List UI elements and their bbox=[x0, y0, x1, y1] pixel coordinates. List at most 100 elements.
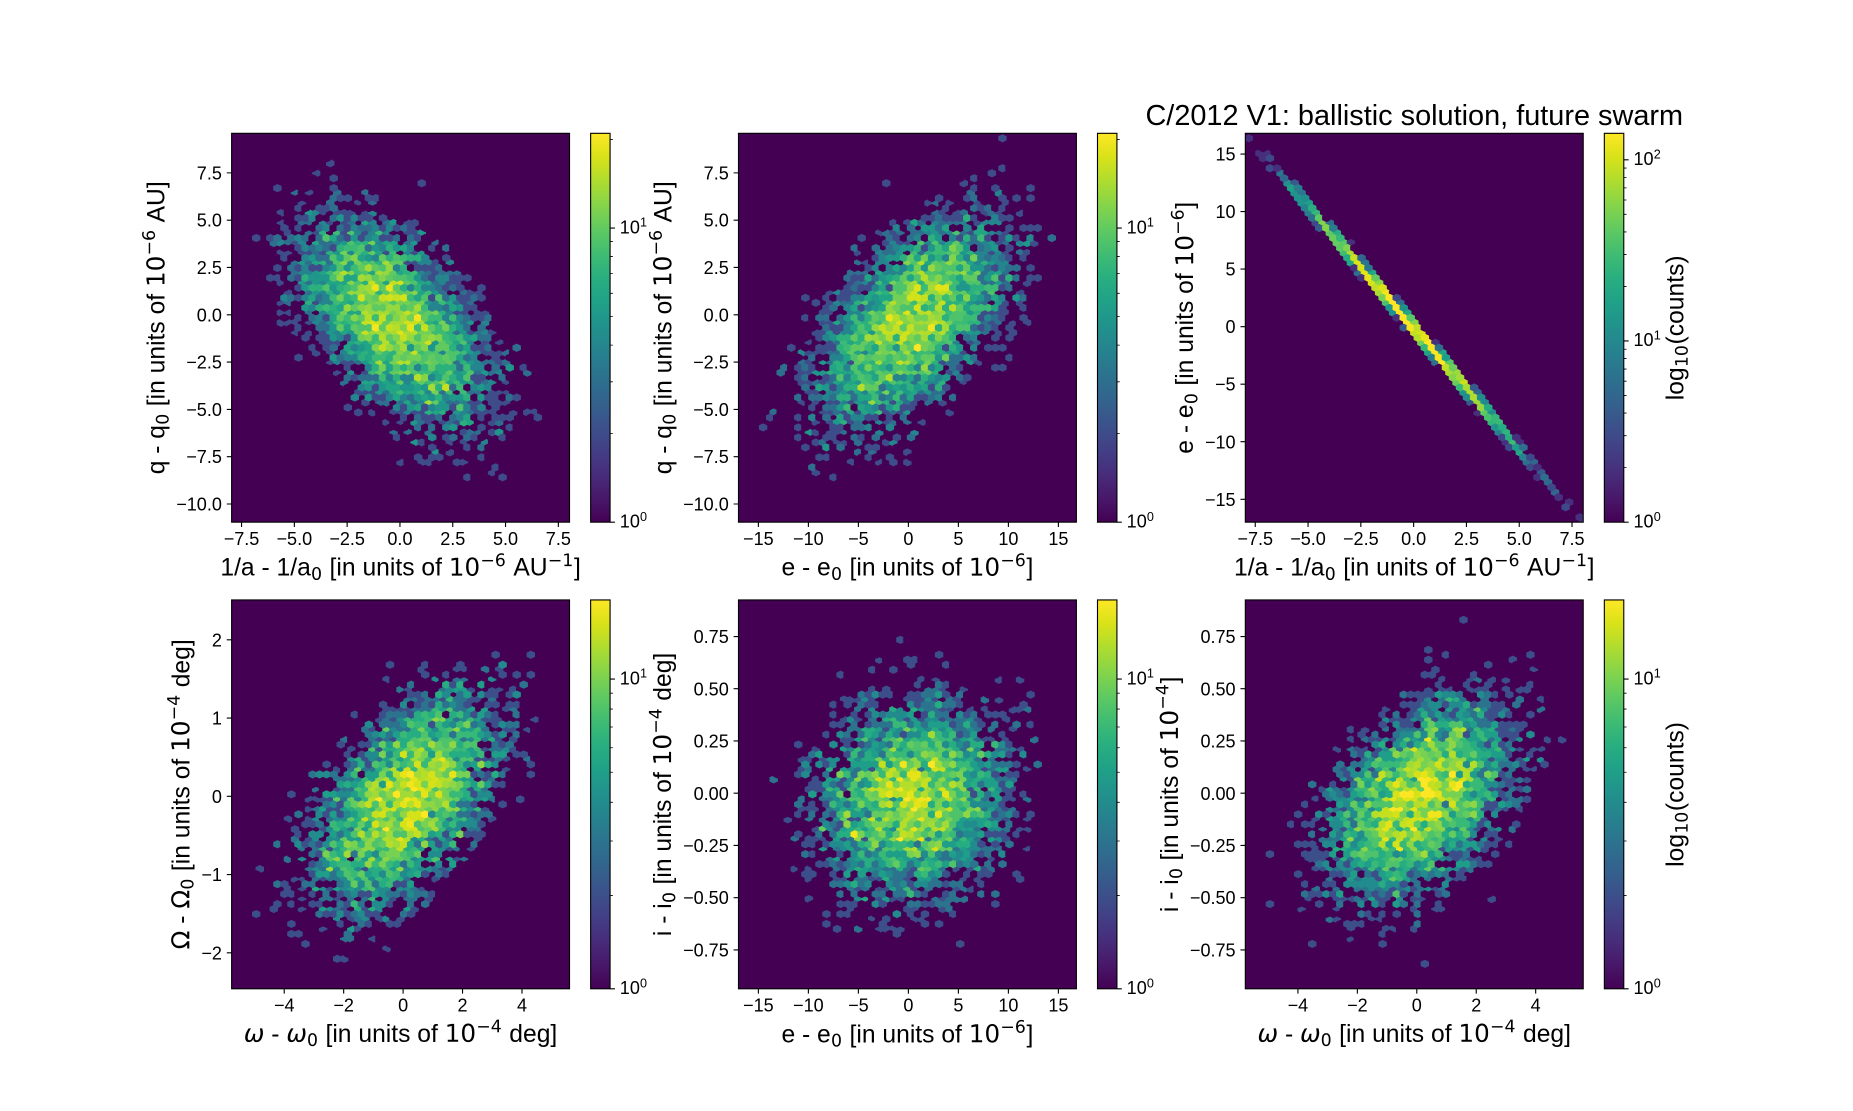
svg-text:0.50: 0.50 bbox=[694, 679, 729, 699]
svg-text:10: 10 bbox=[1634, 512, 1654, 532]
svg-text:5.0: 5.0 bbox=[493, 529, 518, 549]
svg-text:−5.0: −5.0 bbox=[277, 529, 313, 549]
svg-text:C/2012 V1: ballistic solution,: C/2012 V1: ballistic solution, future sw… bbox=[1145, 100, 1683, 132]
svg-text:4: 4 bbox=[517, 996, 527, 1016]
svg-text:5.0: 5.0 bbox=[197, 211, 222, 231]
svg-text:log(counts): log(counts) bbox=[1663, 255, 1690, 400]
svg-text:0: 0 bbox=[1147, 510, 1154, 524]
svg-text:0: 0 bbox=[1147, 976, 1154, 990]
svg-text:5.0: 5.0 bbox=[1507, 529, 1532, 549]
svg-text:1/a - 1/a [in units of AU]: 1/a - 1/a [in units of AU] bbox=[1234, 555, 1594, 582]
svg-text:2.5: 2.5 bbox=[704, 258, 729, 278]
svg-text:1: 1 bbox=[1147, 667, 1154, 681]
svg-text:−15: −15 bbox=[743, 529, 774, 549]
svg-text:−2.5: −2.5 bbox=[1343, 529, 1379, 549]
svg-text:−10.0: −10.0 bbox=[176, 495, 222, 515]
svg-text:−0.50: −0.50 bbox=[683, 888, 729, 908]
svg-text:−10: −10 bbox=[793, 529, 824, 549]
svg-text:1: 1 bbox=[640, 667, 647, 681]
svg-text:−0.25: −0.25 bbox=[1190, 836, 1236, 856]
svg-text:log(counts): log(counts) bbox=[1663, 722, 1690, 867]
svg-text:−7.5: −7.5 bbox=[693, 447, 729, 467]
svg-text:10: 10 bbox=[1127, 668, 1147, 688]
svg-text:7.5: 7.5 bbox=[546, 529, 571, 549]
svg-text:−5: −5 bbox=[848, 529, 869, 549]
svg-text:−2.5: −2.5 bbox=[186, 353, 222, 373]
svg-text:0.25: 0.25 bbox=[1200, 732, 1235, 752]
svg-text:4: 4 bbox=[1531, 996, 1541, 1016]
svg-text:10: 10 bbox=[620, 217, 640, 237]
svg-text:0.0: 0.0 bbox=[704, 305, 729, 325]
svg-text:−2: −2 bbox=[201, 943, 222, 963]
svg-text:0.00: 0.00 bbox=[1200, 784, 1235, 804]
svg-text:10: 10 bbox=[998, 996, 1018, 1016]
svg-text:1: 1 bbox=[1654, 329, 1661, 343]
svg-text:−5.0: −5.0 bbox=[186, 400, 222, 420]
svg-text:i - i [in units of deg]: i - i [in units of deg] bbox=[650, 653, 677, 936]
svg-text:−15: −15 bbox=[1205, 490, 1236, 510]
svg-text:10: 10 bbox=[1634, 330, 1654, 350]
svg-text:0: 0 bbox=[212, 787, 222, 807]
svg-text:10: 10 bbox=[998, 529, 1018, 549]
svg-text:0.75: 0.75 bbox=[1200, 627, 1235, 647]
svg-text:0.0: 0.0 bbox=[387, 529, 412, 549]
svg-text:0.00: 0.00 bbox=[694, 784, 729, 804]
svg-text:1: 1 bbox=[212, 709, 222, 729]
svg-text:−1: −1 bbox=[201, 865, 222, 885]
svg-text:5: 5 bbox=[1226, 260, 1236, 280]
svg-text:10: 10 bbox=[620, 512, 640, 532]
svg-text:−2.5: −2.5 bbox=[693, 353, 729, 373]
svg-text:2: 2 bbox=[458, 996, 468, 1016]
svg-text:−15: −15 bbox=[743, 996, 774, 1016]
svg-text:5: 5 bbox=[953, 529, 963, 549]
svg-text:2.5: 2.5 bbox=[197, 258, 222, 278]
svg-text:−7.5: −7.5 bbox=[224, 529, 260, 549]
svg-text:0: 0 bbox=[1654, 976, 1661, 990]
svg-text:0.50: 0.50 bbox=[1200, 679, 1235, 699]
svg-text:1: 1 bbox=[1654, 667, 1661, 681]
svg-text:−2: −2 bbox=[1347, 996, 1368, 1016]
svg-text:q - q [in units of AU]: q - q [in units of AU] bbox=[143, 181, 170, 474]
svg-text:10: 10 bbox=[620, 978, 640, 998]
svg-text:0.75: 0.75 bbox=[694, 627, 729, 647]
svg-text:−0.75: −0.75 bbox=[1190, 940, 1236, 960]
svg-text:−0.50: −0.50 bbox=[1190, 888, 1236, 908]
svg-text:−5: −5 bbox=[1215, 375, 1236, 395]
svg-text:0: 0 bbox=[398, 996, 408, 1016]
svg-text:0: 0 bbox=[1226, 317, 1236, 337]
svg-text:10: 10 bbox=[1634, 978, 1654, 998]
svg-text:−10: −10 bbox=[793, 996, 824, 1016]
svg-text:−0.75: −0.75 bbox=[683, 940, 729, 960]
svg-text:0.0: 0.0 bbox=[197, 305, 222, 325]
svg-text:2.5: 2.5 bbox=[1454, 529, 1479, 549]
svg-text:2: 2 bbox=[212, 630, 222, 650]
svg-text:7.5: 7.5 bbox=[197, 163, 222, 183]
svg-text:10: 10 bbox=[1127, 217, 1147, 237]
svg-text:10: 10 bbox=[1216, 202, 1236, 222]
svg-text:0: 0 bbox=[640, 510, 647, 524]
svg-text:0.25: 0.25 bbox=[694, 732, 729, 752]
svg-text:10: 10 bbox=[620, 668, 640, 688]
svg-text:0: 0 bbox=[640, 976, 647, 990]
svg-text:−2.5: −2.5 bbox=[329, 529, 365, 549]
svg-text:−10: −10 bbox=[1205, 432, 1236, 452]
svg-text:−4: −4 bbox=[1288, 996, 1309, 1016]
svg-text:−7.5: −7.5 bbox=[1237, 529, 1273, 549]
svg-text:2: 2 bbox=[1471, 996, 1481, 1016]
svg-text:−10.0: −10.0 bbox=[683, 495, 729, 515]
svg-text:−2: −2 bbox=[333, 996, 354, 1016]
svg-text:0: 0 bbox=[1654, 510, 1661, 524]
svg-text:10: 10 bbox=[1127, 512, 1147, 532]
svg-text:7.5: 7.5 bbox=[704, 163, 729, 183]
svg-text:2.5: 2.5 bbox=[440, 529, 465, 549]
svg-text:15: 15 bbox=[1216, 145, 1236, 165]
svg-text:−0.25: −0.25 bbox=[683, 836, 729, 856]
svg-text:15: 15 bbox=[1048, 529, 1068, 549]
svg-text:15: 15 bbox=[1048, 996, 1068, 1016]
svg-text:1/a - 1/a [in units of AU]: 1/a - 1/a [in units of AU] bbox=[220, 555, 580, 582]
svg-text:5.0: 5.0 bbox=[704, 211, 729, 231]
svg-text:−7.5: −7.5 bbox=[186, 447, 222, 467]
svg-text:0.0: 0.0 bbox=[1401, 529, 1426, 549]
svg-text:10: 10 bbox=[1127, 978, 1147, 998]
svg-text:10: 10 bbox=[1634, 149, 1654, 169]
